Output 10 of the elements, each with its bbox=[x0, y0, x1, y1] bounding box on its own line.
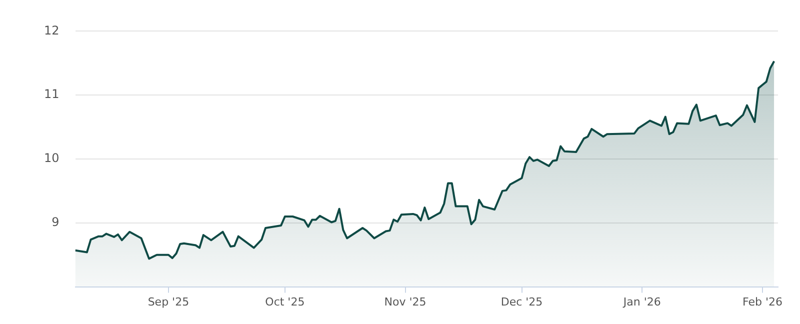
x-tick-label: Nov '25 bbox=[384, 295, 426, 308]
x-tick-label: Oct '25 bbox=[265, 295, 305, 308]
y-tick-label: 9 bbox=[52, 215, 60, 230]
y-tick-label: 10 bbox=[44, 151, 60, 166]
x-tick-label: Sep '25 bbox=[148, 295, 190, 308]
x-tick-label: Jan '26 bbox=[622, 295, 661, 308]
y-tick-label: 11 bbox=[44, 87, 60, 102]
x-tick-label: Dec '25 bbox=[500, 295, 543, 308]
y-tick-label: 12 bbox=[44, 23, 60, 38]
x-tick-label: Feb '26 bbox=[742, 295, 782, 308]
